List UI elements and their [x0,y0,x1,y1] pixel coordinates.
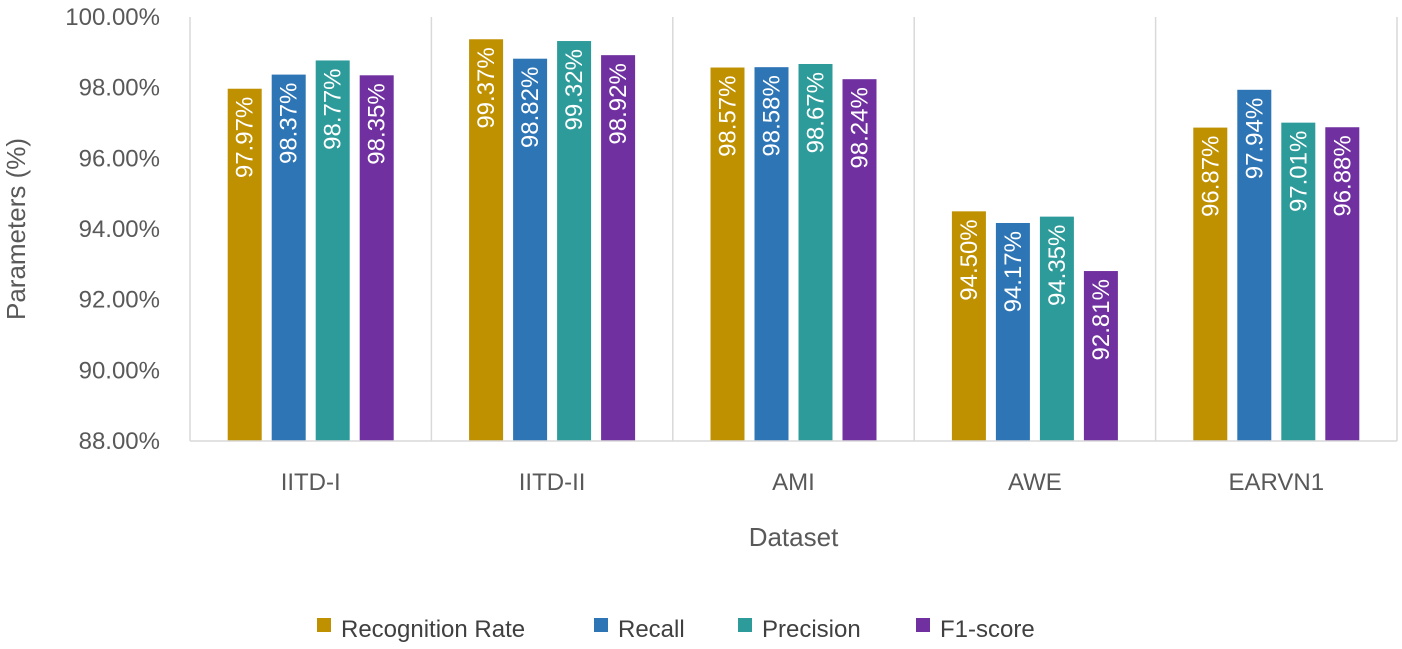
legend-swatch [738,618,752,632]
bar [513,58,548,442]
x-axis-title: Dataset [749,522,839,552]
data-label: 98.37% [276,83,303,164]
legend-swatch [916,618,930,632]
x-tick-label: IITD-I [281,469,341,496]
x-tick-label: IITD-II [519,469,586,496]
data-label: 94.35% [1044,225,1071,306]
bar [798,63,833,441]
legend-label: Precision [762,616,861,643]
y-tick-label: 90.00% [79,357,160,384]
bar [557,41,592,441]
x-tick-label: EARVN1 [1228,469,1324,496]
bar [601,55,636,441]
data-label: 92.81% [1088,279,1115,360]
bar [1039,216,1074,441]
legend-label: Recognition Rate [341,616,525,643]
bar [359,75,394,442]
data-label: 97.97% [232,97,259,178]
data-label: 98.58% [759,75,786,156]
legend-label: F1-score [940,616,1035,643]
data-label: 94.50% [956,219,983,300]
data-label: 98.92% [605,63,632,144]
bar [1237,89,1272,441]
bars [227,39,1360,442]
data-label: 98.57% [715,76,742,157]
data-label: 98.82% [517,67,544,148]
grid-lines [189,17,1398,441]
bar [951,211,986,441]
bar [1325,127,1360,442]
bar [315,60,350,442]
y-tick-label: 98.00% [79,75,160,102]
y-axis-title: Parameters (%) [1,138,31,320]
y-tick-label: 88.00% [79,428,160,455]
data-label: 96.87% [1197,136,1224,217]
data-label: 98.77% [320,68,347,149]
y-tick-label: 94.00% [79,216,160,243]
bar [271,74,306,442]
bar [1281,122,1316,441]
legend: Recognition Rate Recall Precision F1-score [317,616,1035,643]
data-label: 97.01% [1285,131,1312,212]
data-label: 98.35% [364,83,391,164]
bar [227,88,262,441]
y-tick-label: 100.00% [65,4,160,31]
data-labels: 97.97% 98.37% 98.77% 98.35% 99.37% 98.82% 99.3… [232,47,1357,360]
bar [710,67,745,441]
data-label: 99.32% [561,49,588,130]
legend-label: Recall [618,616,685,643]
y-tick-label: 92.00% [79,287,160,314]
axes: 88.00% 90.00% 92.00% 94.00% 96.00% 98.00% 100.… [65,4,1397,496]
data-label: 97.94% [1241,98,1268,179]
bar [1083,271,1118,441]
bar [1193,127,1228,442]
x-tick-label: AWE [1008,469,1062,496]
data-label: 98.67% [803,72,830,153]
bar [754,67,789,441]
data-label: 94.17% [1000,231,1027,312]
data-label: 99.37% [473,47,500,128]
bar [469,39,504,441]
legend-swatch [317,618,331,632]
y-tick-label: 96.00% [79,145,160,172]
data-label: 96.88% [1329,135,1356,216]
data-label: 98.24% [847,87,874,168]
x-tick-label: AMI [772,469,815,496]
legend-swatch [594,618,608,632]
bar [842,79,877,441]
bar [995,222,1030,441]
